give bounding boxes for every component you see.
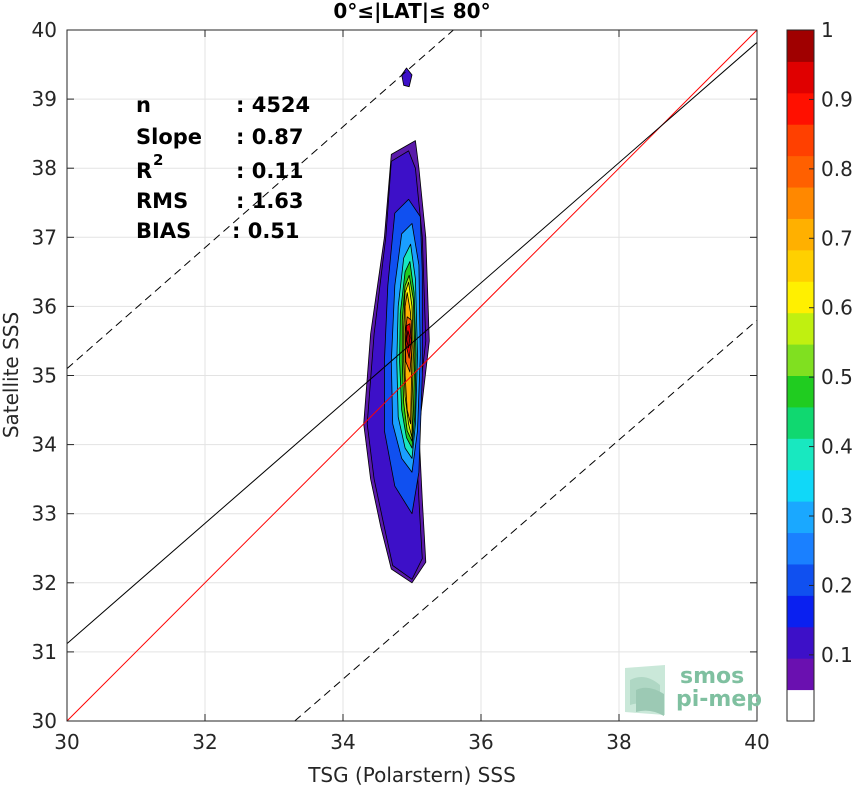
stat-r2-value: : 0.11 bbox=[236, 159, 304, 183]
colorbar-segment bbox=[787, 92, 814, 125]
identity-line bbox=[67, 30, 757, 721]
y-tick-label: 32 bbox=[32, 571, 57, 595]
colorbar-tick-label: 0.3 bbox=[821, 504, 853, 528]
x-tick-label: 40 bbox=[744, 730, 769, 754]
colorbar-segment bbox=[787, 281, 814, 314]
stat-slope-value: : 0.87 bbox=[236, 125, 304, 149]
y-tick-label: 40 bbox=[32, 18, 57, 42]
stat-slope-label: Slope bbox=[136, 125, 202, 149]
colorbar-tick-label: 0.4 bbox=[821, 435, 853, 459]
colorbar-segment bbox=[787, 155, 814, 188]
stat-rms-value: : 1.63 bbox=[236, 189, 304, 213]
colorbar-segment bbox=[787, 406, 814, 439]
x-axis-label: TSG (Polarstern) SSS bbox=[307, 763, 516, 787]
upper-line bbox=[67, 30, 454, 369]
chart-title: 0°≤|LAT|≤ 80° bbox=[333, 0, 490, 23]
stat-bias-value: : 0.51 bbox=[232, 219, 300, 243]
colorbar-tick-label: 0.6 bbox=[821, 296, 853, 320]
colorbar-segment bbox=[787, 563, 814, 596]
stat-r2-label: R bbox=[136, 159, 152, 183]
smos-pi-mep-logo: smos pi-mep bbox=[625, 664, 762, 716]
x-tick-label: 38 bbox=[606, 730, 631, 754]
contour-layer bbox=[363, 67, 430, 584]
colorbar-segment bbox=[787, 626, 814, 659]
colorbar-tick-label: 1 bbox=[821, 18, 834, 42]
colorbar-tick-label: 0.7 bbox=[821, 226, 853, 250]
colorbar-segment bbox=[787, 595, 814, 628]
colorbar-frame bbox=[786, 29, 815, 722]
lower-line bbox=[294, 319, 757, 721]
colorbar-segment bbox=[787, 501, 814, 534]
y-tick-label: 39 bbox=[32, 87, 57, 111]
colorbar-tick-label: 0.8 bbox=[821, 157, 853, 181]
colorbar-tick-label: 0.9 bbox=[821, 87, 853, 111]
colorbar-segment bbox=[787, 30, 814, 62]
colorbar-segment bbox=[787, 312, 814, 345]
colorbar-segment bbox=[787, 249, 814, 282]
y-axis-label: Satellite SSS bbox=[0, 312, 23, 438]
colorbar-segment bbox=[787, 344, 814, 376]
colorbar-segment bbox=[787, 375, 814, 408]
y-tick-label: 36 bbox=[32, 294, 57, 318]
logo-wave-icon bbox=[625, 665, 665, 716]
colorbar-segment bbox=[787, 658, 814, 691]
x-tick-label: 30 bbox=[54, 730, 79, 754]
x-tick-label: 32 bbox=[192, 730, 217, 754]
colorbar-tick-label: 0.1 bbox=[821, 643, 853, 667]
colorbar: 0.1 0.2 0.3 0.4 0.5 0.6 0.7 0.8 0.9 1 bbox=[786, 18, 853, 722]
y-tick-label: 35 bbox=[32, 364, 57, 388]
y-tick-label: 37 bbox=[32, 225, 57, 249]
logo-text-smos: smos bbox=[680, 664, 744, 689]
colorbar-segment bbox=[787, 469, 814, 502]
x-tick-label: 34 bbox=[330, 730, 355, 754]
colorbar-segment bbox=[787, 218, 814, 251]
stat-r2-sup: 2 bbox=[153, 151, 163, 169]
colorbar-segment bbox=[787, 689, 814, 722]
stat-n-label: n bbox=[136, 93, 151, 117]
stat-bias-label: BIAS bbox=[136, 219, 191, 243]
axis-ticks: 30 32 34 36 38 40 30 31 32 33 34 35 36 37 38 39 40 bbox=[32, 18, 770, 754]
stats-box: n : 4524 Slope : 0.87 R 2 : 0.11 RMS : 1… bbox=[136, 93, 310, 243]
fit-line bbox=[67, 42, 757, 644]
colorbar-segment bbox=[787, 61, 814, 94]
logo-text-pi-mep: pi-mep bbox=[676, 687, 762, 712]
y-tick-label: 33 bbox=[32, 502, 57, 526]
y-tick-label: 30 bbox=[32, 709, 57, 733]
colorbar-segment bbox=[787, 532, 814, 565]
y-tick-label: 34 bbox=[32, 433, 57, 457]
reference-lines bbox=[67, 30, 757, 721]
contour-level-11 bbox=[406, 330, 411, 349]
stat-n-value: : 4524 bbox=[236, 93, 310, 117]
colorbar-tick-label: 0.2 bbox=[821, 573, 853, 597]
stat-rms-label: RMS bbox=[136, 189, 188, 213]
colorbar-segment bbox=[787, 187, 814, 219]
colorbar-tick-label: 0.5 bbox=[821, 365, 853, 389]
colorbar-segment bbox=[787, 124, 814, 157]
x-tick-label: 36 bbox=[468, 730, 493, 754]
y-tick-label: 31 bbox=[32, 640, 57, 664]
colorbar-segment bbox=[787, 438, 814, 471]
y-tick-label: 38 bbox=[32, 156, 57, 180]
